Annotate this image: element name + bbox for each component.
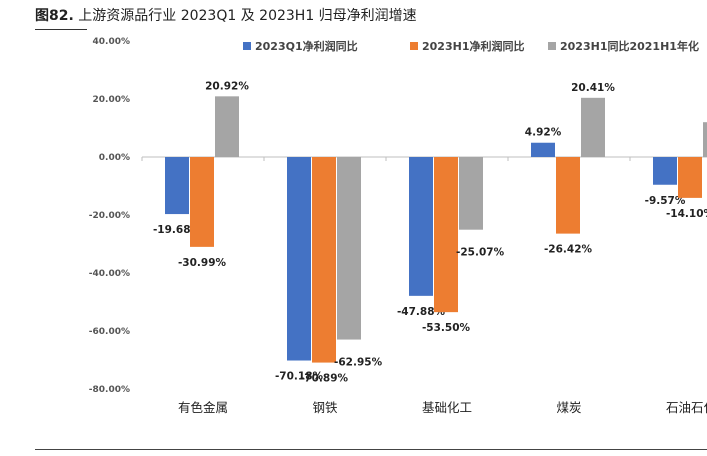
y-tick-label-5: -60.00% (89, 327, 130, 337)
y-tick-label-0: 40.00% (93, 37, 131, 47)
figure-title-text: 上游资源品行业 2023Q1 及 2023H1 归母净利润增速 (78, 8, 417, 24)
data-label-series-0-cat-3: 4.92% (525, 127, 562, 139)
data-label-series-2-cat-2: -25.07% (456, 247, 505, 259)
bar-series-1-cat-2 (434, 157, 458, 313)
data-label-series-2-cat-3: 20.41% (571, 82, 615, 94)
data-label-series-0-cat-0: -19.68% (153, 224, 202, 236)
y-tick-label-2: 0.00% (99, 153, 130, 163)
data-label-series-0-cat-4: -9.57% (645, 195, 686, 207)
category-label-3: 煤炭 (556, 400, 581, 415)
legend-swatch-2 (548, 42, 556, 50)
bar-series-0-cat-0 (165, 157, 189, 215)
bar-series-1-cat-0 (190, 157, 214, 247)
legend-swatch-0 (243, 42, 251, 50)
bar-series-2-cat-3 (581, 97, 605, 157)
bar-series-0-cat-2 (409, 157, 433, 296)
y-tick-label-6: -80.00% (89, 385, 130, 395)
title-underline (35, 29, 87, 30)
figure-number: 图82. (35, 8, 74, 24)
bar-series-2-cat-4 (703, 122, 707, 157)
category-label-4: 石油石化 (666, 400, 707, 415)
legend-label-2: 2023H1同比2021H1年化 (560, 39, 699, 53)
data-label-series-1-cat-4: -14.10% (666, 208, 707, 220)
category-label-0: 有色金属 (178, 400, 228, 415)
category-label-2: 基础化工 (422, 400, 472, 415)
data-label-series-1-cat-3: -26.42% (544, 244, 593, 256)
bar-series-2-cat-1 (337, 157, 361, 340)
y-tick-label-4: -40.00% (89, 269, 130, 279)
legend-label-0: 2023Q1净利润同比 (255, 39, 358, 53)
legend-label-1: 2023H1净利润同比 (422, 39, 524, 53)
bar-series-1-cat-1 (312, 157, 336, 363)
data-label-series-2-cat-1: -62.95% (334, 357, 383, 369)
bar-series-2-cat-0 (215, 96, 239, 157)
y-tick-label-3: -20.00% (89, 211, 130, 221)
bar-series-2-cat-2 (459, 157, 483, 230)
bar-series-0-cat-3 (531, 142, 555, 157)
bar-series-0-cat-1 (287, 157, 311, 361)
category-label-1: 钢铁 (312, 400, 338, 415)
legend-swatch-1 (410, 42, 418, 50)
data-label-series-0-cat-1: -70.18% (275, 371, 324, 383)
y-tick-label-1: 20.00% (93, 95, 131, 105)
data-label-series-1-cat-0: -30.99% (178, 257, 227, 269)
bottom-divider (35, 449, 707, 450)
data-label-series-1-cat-1: -70.89% (300, 373, 349, 385)
data-label-series-1-cat-2: -53.50% (422, 322, 471, 334)
bar-series-1-cat-3 (556, 157, 580, 234)
bar-series-1-cat-4 (678, 157, 702, 198)
data-label-series-0-cat-2: -47.88% (397, 306, 446, 318)
figure-title: 图82. 上游资源品行业 2023Q1 及 2023H1 归母净利润增速 (35, 5, 417, 25)
bar-series-0-cat-4 (653, 157, 677, 185)
data-label-series-2-cat-0: 20.92% (205, 80, 249, 92)
